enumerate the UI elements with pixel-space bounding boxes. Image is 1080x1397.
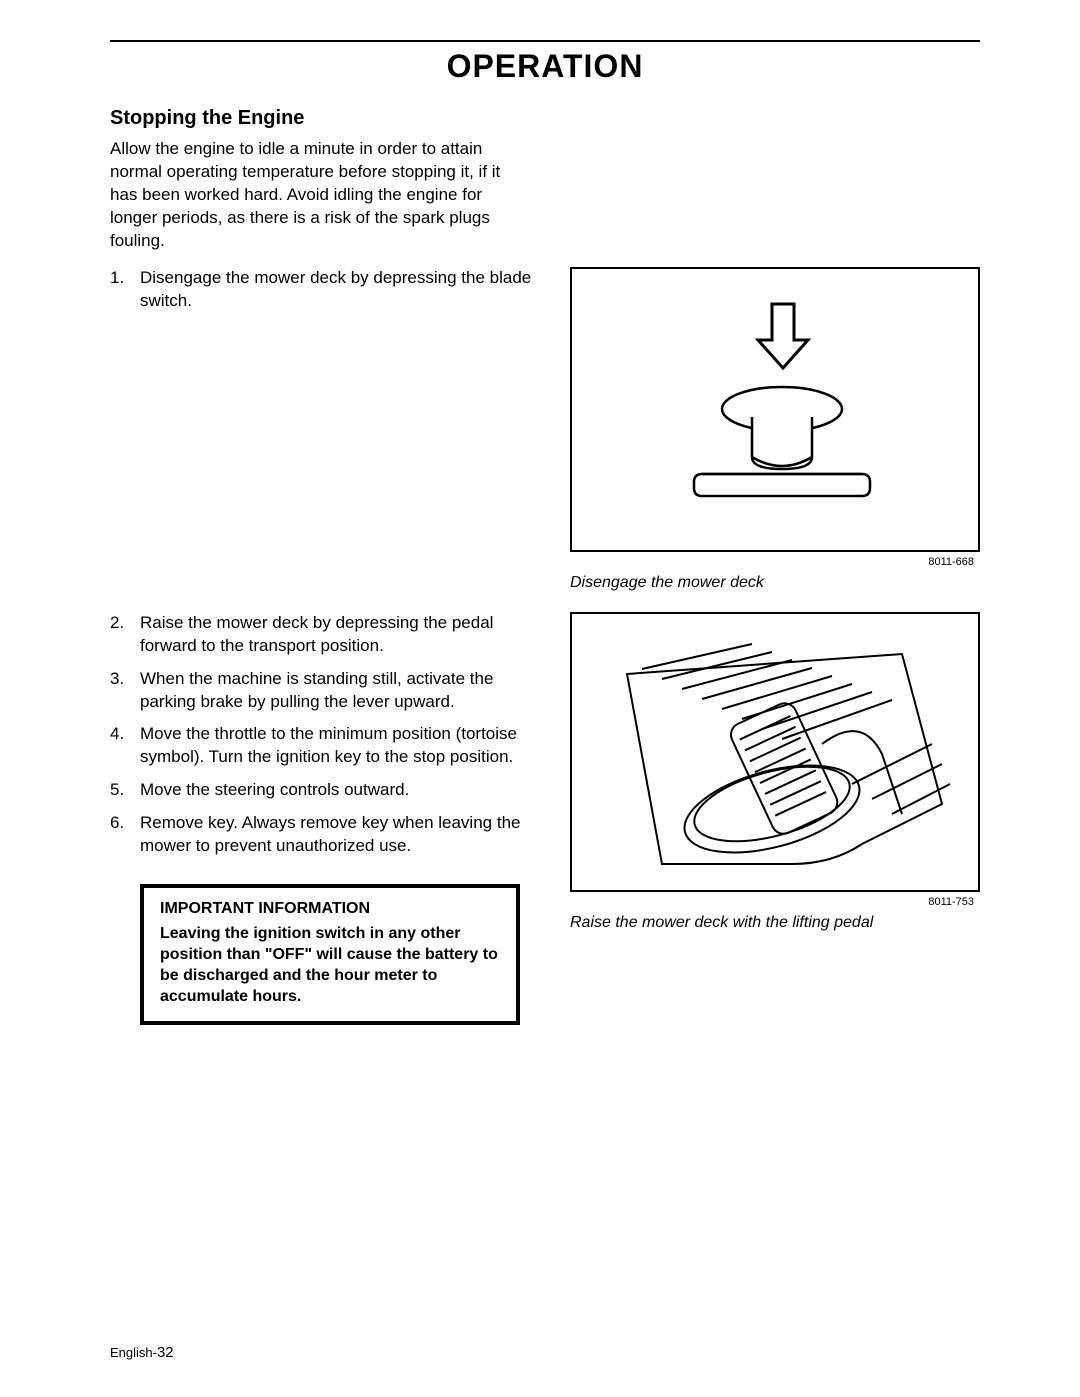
info-box-body: Leaving the ignition switch in any other… — [160, 924, 500, 1007]
step-number: 1. — [110, 267, 140, 313]
top-rule — [110, 40, 980, 42]
step-text: Move the steering controls outward. — [140, 779, 540, 802]
important-info-box: IMPORTANT INFORMATION Leaving the igniti… — [140, 884, 520, 1025]
step-2: 2. Raise the mower deck by depressing th… — [110, 612, 540, 658]
info-box-title: IMPORTANT INFORMATION — [160, 900, 500, 918]
figure-2-ref: 8011-753 — [928, 896, 974, 908]
lifting-pedal-illustration — [572, 614, 982, 894]
step-text: Remove key. Always remove key when leavi… — [140, 812, 540, 858]
step-text: When the machine is standing still, acti… — [140, 668, 540, 714]
step-text: Raise the mower deck by depressing the p… — [140, 612, 540, 658]
intro-paragraph: Allow the engine to idle a minute in ord… — [110, 138, 530, 253]
step-number: 5. — [110, 779, 140, 802]
row-1: 1. Disengage the mower deck by depressin… — [110, 267, 980, 602]
steps-group-2: 2. Raise the mower deck by depressing th… — [110, 612, 540, 858]
footer-language: English- — [110, 1345, 157, 1360]
step-number: 2. — [110, 612, 140, 658]
steps-group-1: 1. Disengage the mower deck by depressin… — [110, 267, 540, 313]
figure-1-caption: Disengage the mower deck — [570, 574, 980, 592]
section-title: Stopping the Engine — [110, 107, 980, 130]
step-6: 6. Remove key. Always remove key when le… — [110, 812, 540, 858]
step-4: 4. Move the throttle to the minimum posi… — [110, 723, 540, 769]
step-number: 4. — [110, 723, 140, 769]
step-text: Disengage the mower deck by depressing t… — [140, 267, 540, 313]
row-2: 2. Raise the mower deck by depressing th… — [110, 612, 980, 1026]
step-number: 3. — [110, 668, 140, 714]
step-1: 1. Disengage the mower deck by depressin… — [110, 267, 540, 313]
figure-1: 8011-668 — [570, 267, 980, 552]
footer-page-number: 32 — [157, 1344, 174, 1361]
figure-2-caption: Raise the mower deck with the lifting pe… — [570, 914, 980, 932]
page-title: OPERATION — [110, 48, 980, 85]
step-text: Move the throttle to the minimum positio… — [140, 723, 540, 769]
step-number: 6. — [110, 812, 140, 858]
blade-switch-illustration — [572, 269, 982, 554]
step-3: 3. When the machine is standing still, a… — [110, 668, 540, 714]
page-footer: English-32 — [110, 1344, 174, 1361]
figure-1-ref: 8011-668 — [928, 556, 974, 568]
figure-2: 8011-753 — [570, 612, 980, 892]
step-5: 5. Move the steering controls outward. — [110, 779, 540, 802]
